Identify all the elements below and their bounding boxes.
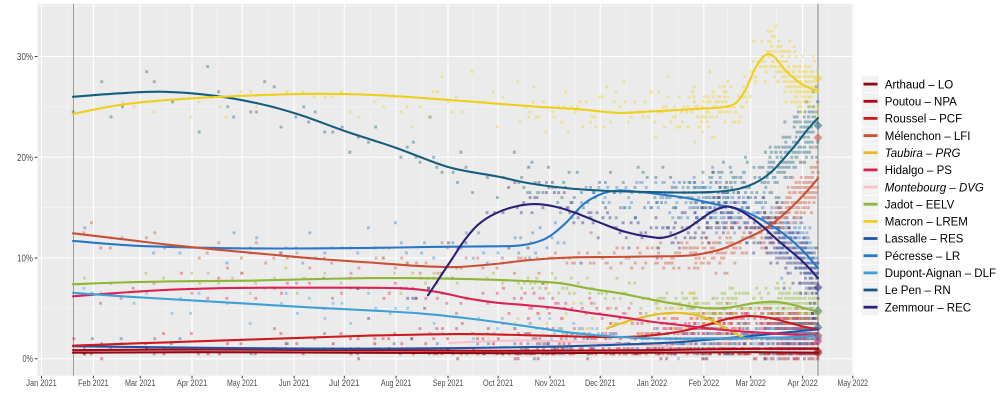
svg-text:Hidalgo – PS: Hidalgo – PS: [885, 165, 952, 177]
svg-text:Oct 2021: Oct 2021: [483, 378, 514, 389]
svg-text:Zemmour – REC: Zemmour – REC: [885, 302, 971, 314]
svg-text:Jan 2021: Jan 2021: [26, 378, 57, 389]
svg-text:Feb 2021: Feb 2021: [78, 378, 109, 389]
svg-text:Le Pen – RN: Le Pen – RN: [885, 285, 951, 297]
svg-text:Mélenchon – LFI: Mélenchon – LFI: [885, 131, 971, 143]
svg-text:Jan 2022: Jan 2022: [637, 378, 668, 389]
svg-text:Pécresse – LR: Pécresse – LR: [885, 251, 960, 263]
svg-text:Arthaud – LO: Arthaud – LO: [885, 79, 953, 91]
svg-text:Jul 2021: Jul 2021: [329, 378, 360, 389]
svg-text:Apr 2021: Apr 2021: [177, 378, 208, 389]
svg-text:May 2022: May 2022: [838, 378, 869, 389]
svg-text:Macron – LREM: Macron – LREM: [885, 217, 968, 229]
svg-text:Dupont-Aignan – DLF: Dupont-Aignan – DLF: [885, 268, 996, 280]
svg-text:Poutou – NPA: Poutou – NPA: [885, 97, 957, 109]
svg-text:Feb 2022: Feb 2022: [689, 378, 720, 389]
svg-text:10%: 10%: [17, 254, 33, 265]
svg-text:0%: 0%: [23, 354, 34, 365]
svg-text:Apr 2022: Apr 2022: [787, 378, 818, 389]
svg-text:Mar 2022: Mar 2022: [735, 378, 766, 389]
svg-text:30%: 30%: [17, 52, 33, 63]
svg-text:Dec 2021: Dec 2021: [585, 378, 616, 389]
svg-text:Jadot – EELV: Jadot – EELV: [885, 199, 955, 211]
svg-text:20%: 20%: [17, 153, 33, 164]
svg-text:Sep 2021: Sep 2021: [433, 378, 464, 389]
svg-text:May 2021: May 2021: [227, 378, 258, 389]
svg-text:Aug 2021: Aug 2021: [381, 378, 412, 389]
svg-text:Roussel – PCF: Roussel – PCF: [885, 114, 962, 126]
svg-text:Montebourg – DVG: Montebourg – DVG: [885, 182, 984, 194]
svg-text:Jun 2021: Jun 2021: [279, 378, 310, 389]
svg-text:Mar 2021: Mar 2021: [125, 378, 156, 389]
svg-text:Nov 2021: Nov 2021: [535, 378, 566, 389]
svg-text:Taubira – PRG: Taubira – PRG: [885, 148, 961, 160]
svg-text:Lassalle – RES: Lassalle – RES: [885, 234, 964, 246]
